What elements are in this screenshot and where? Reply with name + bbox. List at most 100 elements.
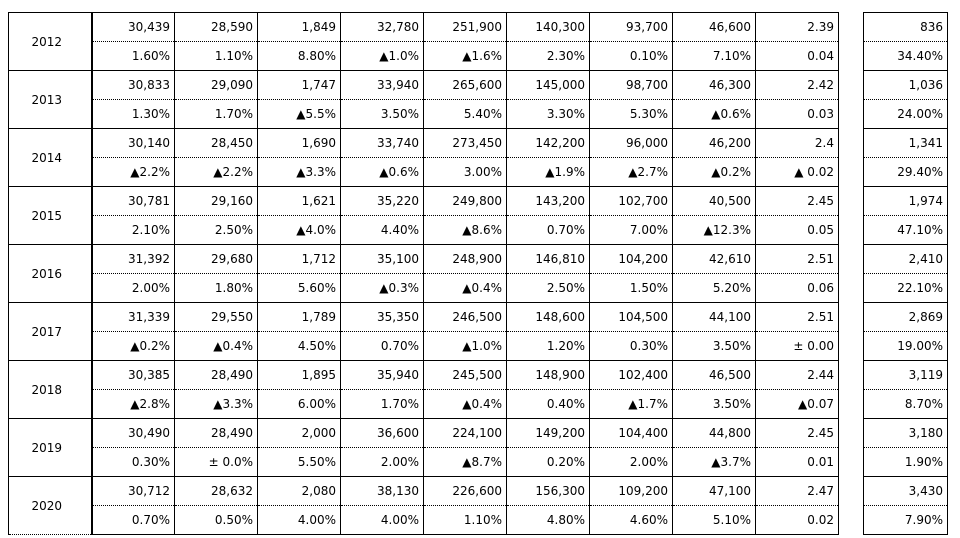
change-cell: 1.60% [91,41,175,71]
change-cell: 5.30% [589,99,673,129]
side-change-cell: 24.00% [863,99,948,129]
table-row-values: 2017 31,339 29,550 1,789 35,350 246,500 148,60… [8,302,839,361]
year-cell: 2018 [8,360,93,419]
change-cell: 5.60% [257,273,341,303]
change-cell: 5.40% [423,99,507,129]
value-cell: 28,490 [174,360,258,390]
change-cell: 2.50% [174,215,258,245]
year-cell: 2014 [8,128,93,187]
change-cell: ▲0.07 [755,389,839,419]
change-cell: 7.10% [672,41,756,71]
change-cell: 1.10% [423,505,507,535]
value-cell: 30,385 [91,360,175,390]
side-row-value: 2,410 [863,244,948,274]
value-cell: 30,140 [91,128,175,158]
change-cell: 1.10% [174,41,258,71]
change-cell: ▲0.4% [423,273,507,303]
change-cell: 1.50% [589,273,673,303]
side-row-change: 24.00% [863,99,948,129]
change-cell: ▲2.8% [91,389,175,419]
year-cell: 2017 [8,302,93,361]
change-cell: 4.00% [340,505,424,535]
change-cell: ▲ 0.02 [755,157,839,187]
change-cell: ± 0.00 [755,331,839,361]
value-cell: 1,789 [257,302,341,332]
value-cell: 143,200 [506,186,590,216]
value-cell: 1,747 [257,70,341,100]
side-value-cell: 836 [863,12,948,42]
change-cell: 3.50% [340,99,424,129]
change-cell: ▲4.0% [257,215,341,245]
change-cell: 2.30% [506,41,590,71]
change-cell: 0.05 [755,215,839,245]
value-cell: 47,100 [672,476,756,506]
change-cell: 0.01 [755,447,839,477]
table-row-changes: ▲2.8% ▲3.3% 6.00% 1.70% ▲0.4% 0.40% ▲1.7% 3.50%… [9,389,839,419]
change-cell: 0.10% [589,41,673,71]
side-row-change: 1.90% [863,447,948,477]
value-cell: 2.42 [755,70,839,100]
change-cell: 1.70% [174,99,258,129]
change-cell: 3.00% [423,157,507,187]
side-value-cell: 1,974 [863,186,948,216]
change-cell: 2.00% [589,447,673,477]
value-cell: 40,500 [672,186,756,216]
change-cell: ▲1.7% [589,389,673,419]
side-row-change: 22.10% [863,273,948,303]
table-row-values: 2018 30,385 28,490 1,895 35,940 245,500 148,90… [8,360,839,419]
change-cell: 0.70% [506,215,590,245]
change-cell: ± 0.0% [174,447,258,477]
change-cell: ▲3.3% [174,389,258,419]
value-cell: 46,200 [672,128,756,158]
change-cell: 4.50% [257,331,341,361]
change-cell: ▲0.6% [340,157,424,187]
side-change-cell: 34.40% [863,41,948,71]
value-cell: 28,632 [174,476,258,506]
table-row-values: 2013 30,833 29,090 1,747 33,940 265,600 145,00… [8,70,839,129]
table-row-changes: ▲2.2% ▲2.2% ▲3.3% ▲0.6% 3.00% ▲1.9% ▲2.7% ▲0.2%… [9,157,839,187]
value-cell: 156,300 [506,476,590,506]
side-row-change: 7.90% [863,505,948,535]
change-cell: 0.70% [91,505,175,535]
value-cell: 104,400 [589,418,673,448]
year-cell: 2013 [8,70,93,129]
value-cell: 224,100 [423,418,507,448]
change-cell: 0.30% [589,331,673,361]
change-cell: 5.50% [257,447,341,477]
change-cell: 6.00% [257,389,341,419]
side-row-value: 3,180 [863,418,948,448]
side-row-value: 3,430 [863,476,948,506]
value-cell: 28,490 [174,418,258,448]
year-cell: 2012 [8,12,93,71]
value-cell: 28,590 [174,12,258,42]
value-cell: 31,339 [91,302,175,332]
value-cell: 2.51 [755,302,839,332]
value-cell: 140,300 [506,12,590,42]
change-cell: 1.70% [340,389,424,419]
change-cell: 0.40% [506,389,590,419]
value-cell: 29,160 [174,186,258,216]
value-cell: 2.51 [755,244,839,274]
table-row-values: 2012 30,439 28,590 1,849 32,780 251,900 140,30… [8,12,839,71]
side-value-cell: 3,180 [863,418,948,448]
side-value-cell: 3,119 [863,360,948,390]
side-value-cell: 2,410 [863,244,948,274]
value-cell: 104,200 [589,244,673,274]
change-cell: 0.70% [340,331,424,361]
side-row-value: 1,341 [863,128,948,158]
change-cell: 4.00% [257,505,341,535]
value-cell: 1,621 [257,186,341,216]
change-cell: 2.00% [91,273,175,303]
table-row-changes: 2.00% 1.80% 5.60% ▲0.3% ▲0.4% 2.50% 1.50% 5.20%… [9,273,839,303]
year-cell: 2020 [8,476,93,535]
change-cell: ▲0.4% [423,389,507,419]
value-cell: 146,810 [506,244,590,274]
change-cell: ▲5.5% [257,99,341,129]
change-cell: 4.40% [340,215,424,245]
table-row-values: 2014 30,140 28,450 1,690 33,740 273,450 142,20… [8,128,839,187]
value-cell: 2.4 [755,128,839,158]
value-cell: 148,900 [506,360,590,390]
value-cell: 251,900 [423,12,507,42]
value-cell: 109,200 [589,476,673,506]
change-cell: 3.50% [672,389,756,419]
